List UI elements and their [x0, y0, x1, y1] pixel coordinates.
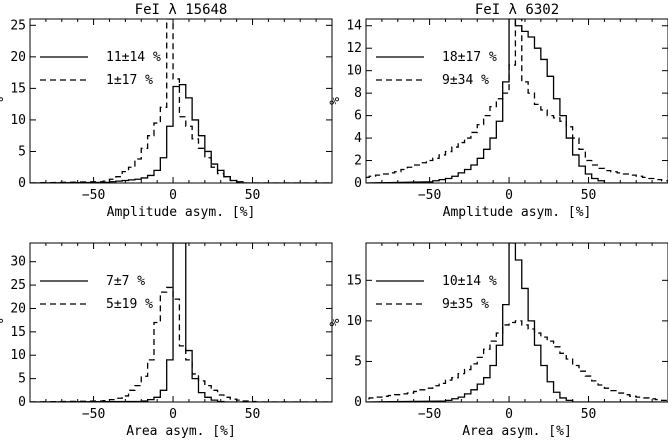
y-tick-label: 2: [354, 154, 362, 169]
x-axis-label: Area asym. [%]: [462, 424, 572, 439]
y-axis-label: %: [0, 97, 7, 105]
legend-label: 1±17 %: [106, 73, 153, 88]
panel-1: −50 0 50 0 5 10 15 20 25 FeI λ 15648 Amplitude asy…: [0, 2, 333, 220]
y-tick-label: 0: [18, 176, 26, 191]
y-tick-label: 4: [354, 131, 362, 146]
plot-frame: [365, 242, 668, 403]
y-tick-label: 0: [354, 395, 362, 410]
series-dashed-line: [366, 19, 668, 183]
y-tick-label: 20: [10, 301, 26, 316]
x-tick-label: 0: [505, 188, 513, 203]
panel-4: −50 0 50 0 5 10 15 Area asym. [%]% 10±14 % 9±35 %: [328, 242, 668, 439]
panel-title: FeI λ 6302: [475, 2, 559, 18]
x-tick-label: −50: [418, 188, 441, 203]
y-tick-label: 14: [346, 19, 362, 34]
y-tick-label: 20: [10, 50, 26, 65]
x-tick-label: 0: [505, 407, 513, 422]
y-axis-label: %: [328, 318, 343, 326]
y-tick-label: 5: [18, 372, 26, 387]
x-tick-label: 50: [581, 188, 597, 203]
y-axis-label: %: [0, 318, 7, 326]
legend-label: 7±7 %: [106, 274, 145, 289]
x-axis-label: Area asym. [%]: [126, 424, 236, 439]
series-solid-line: [366, 243, 668, 402]
y-tick-label: 10: [346, 64, 362, 79]
plot-frame: [365, 18, 668, 184]
x-tick-label: −50: [418, 407, 441, 422]
panel-2: −50 0 50 0 2 4 6 8 10 12 14 FeI λ 6302 Amplitude asy…: [328, 2, 668, 220]
y-tick-label: 25: [10, 18, 26, 33]
series-dashed-line: [366, 320, 668, 402]
y-tick-label: 5: [18, 144, 26, 159]
series-solid-line: [366, 19, 668, 183]
series-solid-line: [30, 83, 332, 183]
y-tick-label: 0: [18, 395, 26, 410]
y-tick-label: 6: [354, 109, 362, 124]
y-tick-label: 5: [354, 354, 362, 369]
panel-3: −50 0 50 0 5 10 15 20 25 30 Area asym. [%]% 7±7 % 5±…: [0, 242, 333, 439]
y-tick-label: 30: [10, 255, 26, 270]
x-tick-label: 0: [169, 407, 177, 422]
x-tick-label: 50: [581, 407, 597, 422]
legend-label: 10±14 %: [442, 274, 497, 289]
y-tick-label: 0: [354, 176, 362, 191]
y-tick-label: 10: [346, 314, 362, 329]
legend-label: 5±19 %: [106, 297, 153, 312]
legend-label: 11±14 %: [106, 50, 161, 65]
y-tick-label: 12: [346, 41, 362, 56]
series-solid-line: [30, 243, 332, 402]
y-axis-label: %: [328, 97, 343, 105]
x-tick-label: −50: [82, 188, 105, 203]
x-tick-label: 50: [245, 407, 261, 422]
y-tick-label: 15: [10, 81, 26, 96]
y-tick-label: 15: [346, 273, 362, 288]
y-tick-label: 10: [10, 348, 26, 363]
legend-label: 9±35 %: [442, 297, 489, 312]
panel-title: FeI λ 15648: [135, 2, 228, 18]
y-tick-label: 10: [10, 113, 26, 128]
plot-frame: [29, 18, 333, 184]
x-axis-label: Amplitude asym. [%]: [443, 205, 592, 220]
series-dashed-line: [30, 19, 332, 183]
x-axis-label: Amplitude asym. [%]: [107, 205, 256, 220]
legend-label: 9±34 %: [442, 73, 489, 88]
y-tick-label: 25: [10, 278, 26, 293]
series-dashed-line: [30, 286, 332, 402]
x-tick-label: 50: [245, 188, 261, 203]
y-tick-label: 15: [10, 325, 26, 340]
legend-label: 18±17 %: [442, 50, 497, 65]
x-tick-label: −50: [82, 407, 105, 422]
plot-frame: [29, 242, 333, 403]
y-tick-label: 8: [354, 86, 362, 101]
x-tick-label: 0: [169, 188, 177, 203]
